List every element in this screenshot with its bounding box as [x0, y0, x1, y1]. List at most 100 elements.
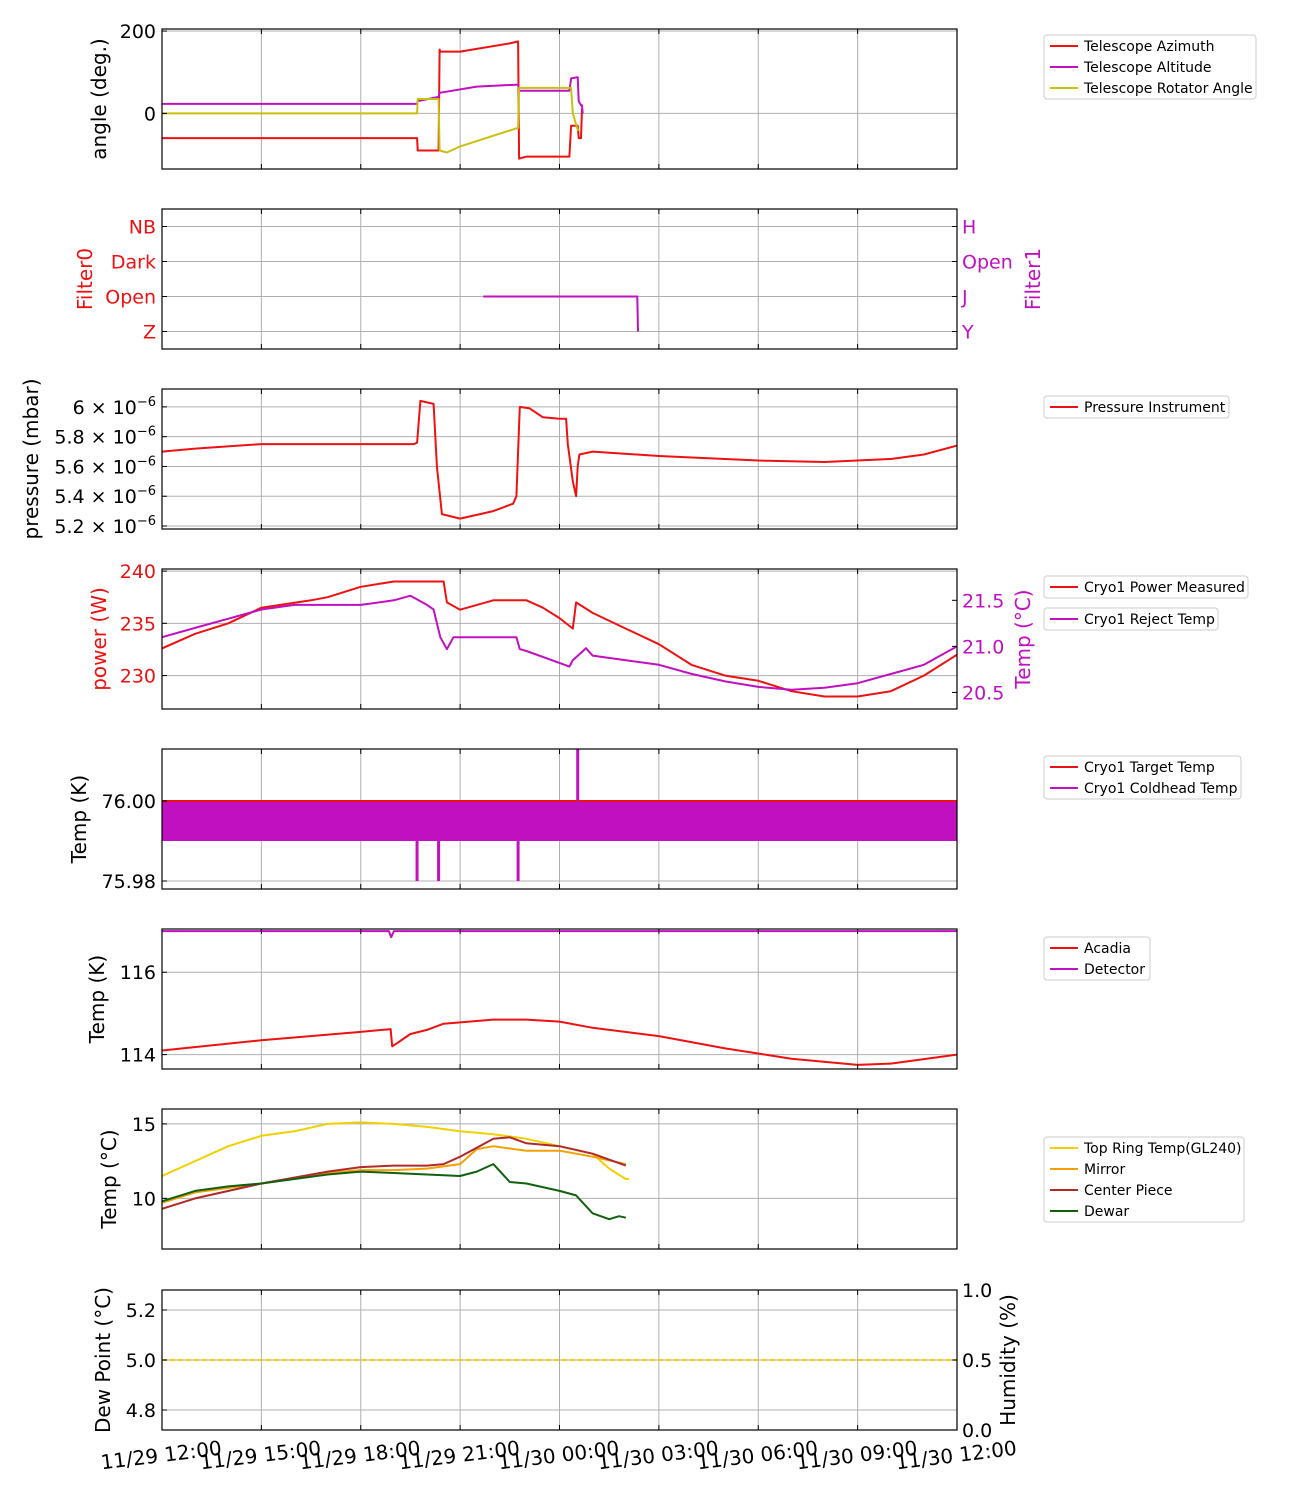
panel-telescope_temps: 10 15 Temp (°C) Top Ring Temp(GL240) Mirror C…	[97, 1108, 1245, 1250]
legend-label: Mirror	[1084, 1162, 1125, 1178]
legend-frame	[1043, 607, 1219, 631]
legend: Telescope Azimuth Telescope Altitude Teles…	[1043, 34, 1257, 100]
plot-area	[162, 580, 957, 698]
y-right-tick-label: H	[962, 217, 976, 239]
legend: Cryo1 Power Measured Cryo1 Reject Temp	[1043, 575, 1249, 631]
y-tick-label: 5.2 × 10−6	[54, 514, 156, 538]
panel-pressure: 5.2 × 10−6 5.4 × 10−6 5.6 × 10−6 5.8 × 10−6…	[19, 378, 1230, 540]
y-right-tick-label: 1.0	[962, 1280, 992, 1302]
legend-label: Top Ring Temp(GL240)	[1083, 1141, 1242, 1157]
gridlines	[161, 209, 958, 349]
y-tick-label: 114	[120, 1045, 156, 1067]
series-line-pressure-instrument	[162, 399, 957, 520]
panel-cryo_power: 230 235 240 20.5 21.0 21.5 power (W) Temp (°C) C…	[87, 561, 1249, 710]
legend-frame	[1043, 1136, 1245, 1223]
legend-label: Telescope Azimuth	[1083, 39, 1214, 55]
series-line-dewar	[162, 1163, 627, 1221]
legend-label: Cryo1 Reject Temp	[1084, 612, 1215, 628]
series-line-detector	[162, 930, 957, 939]
y-tick-label: 5.8 × 10−6	[54, 425, 156, 449]
plot-area	[162, 1121, 630, 1221]
y-tick-label: 6 × 10−6	[73, 395, 156, 419]
y-tick-label: 4.8	[126, 1400, 156, 1422]
legend-label: Telescope Altitude	[1083, 60, 1212, 76]
y-tick-label: Open	[105, 287, 156, 309]
y-tick-label: Dark	[111, 252, 156, 274]
legend: Top Ring Temp(GL240) Mirror Center Piece De…	[1043, 1136, 1245, 1223]
y-right-tick-label: 20.5	[962, 682, 1004, 704]
legend-label: Acadia	[1084, 941, 1131, 957]
series-line-cryo1-power-measured	[162, 580, 957, 698]
y-tick-label: 235	[120, 613, 156, 635]
legend-label: Cryo1 Coldhead Temp	[1084, 781, 1238, 797]
plot-area	[162, 930, 957, 1066]
y-tick-label: 200	[120, 21, 156, 43]
series-line-acadia	[162, 1018, 957, 1066]
legend-label: Center Piece	[1084, 1183, 1173, 1199]
coldhead-noise-band	[162, 801, 957, 841]
y-axis-label: Temp (°C)	[97, 1129, 121, 1229]
y-axis-label-right: Temp (°C)	[1011, 589, 1035, 689]
legend: Acadia Detector	[1043, 936, 1151, 981]
y-tick-label: 5.0	[126, 1350, 156, 1372]
series-line-cryo1-reject-temp	[162, 594, 957, 691]
y-axis-label: Filter0	[73, 248, 97, 310]
legend-label: Dewar	[1084, 1204, 1129, 1220]
y-axis-label: Dew Point (°C)	[91, 1287, 115, 1433]
legend-label: Telescope Rotator Angle	[1083, 81, 1253, 97]
legend: Cryo1 Target Temp Cryo1 Coldhead Temp	[1043, 755, 1242, 800]
y-tick-label: 5.4 × 10−6	[54, 484, 156, 508]
y-right-tick-label: 0.0	[962, 1420, 992, 1442]
y-tick-label: Z	[143, 322, 156, 344]
y-tick-label: 5.6 × 10−6	[54, 454, 156, 478]
y-tick-label: NB	[129, 217, 156, 239]
y-right-tick-label: 21.5	[962, 590, 1004, 612]
plot-area	[162, 749, 957, 881]
y-tick-label: 5.2	[126, 1300, 156, 1322]
plot-area	[162, 399, 957, 520]
y-tick-label: 15	[132, 1114, 156, 1136]
panel-dewpoint: 4.8 5.0 5.2 0.0 0.5 1.0 Dew Point (°C) Humidity…	[91, 1280, 1020, 1474]
y-tick-label: 230	[120, 666, 156, 688]
series-line-mirror	[162, 1145, 627, 1204]
gridlines	[161, 929, 958, 1069]
y-axis-label-right: Filter1	[1021, 248, 1045, 310]
y-axis-label: Temp (K)	[85, 955, 109, 1044]
panel-detector: 114 116 Temp (K) Acadia Detector	[85, 928, 1151, 1070]
plot-area	[162, 40, 584, 160]
y-axis-label: Temp (K)	[67, 775, 91, 864]
legend: Pressure Instrument	[1043, 395, 1230, 419]
y-tick-label: 10	[132, 1188, 156, 1210]
series-line-filter1	[483, 295, 639, 332]
y-tick-label: 75.98	[102, 871, 156, 893]
y-right-tick-label: Open	[962, 252, 1013, 274]
y-tick-label: 0	[144, 103, 156, 125]
panel-filter: Z Open Dark NB YJ Open H Filter0 Filter1	[73, 208, 1045, 350]
y-right-tick-label: 21.0	[962, 636, 1004, 658]
legend-label: Detector	[1084, 962, 1145, 978]
plot-area	[483, 295, 639, 332]
y-axis-label-right: Humidity (%)	[996, 1294, 1020, 1426]
series-line-telescope-rotator-angle	[162, 86, 580, 154]
y-right-tick-label: J	[961, 287, 968, 309]
legend-frame	[1043, 395, 1230, 419]
legend-label: Cryo1 Target Temp	[1084, 760, 1215, 776]
y-tick-label: 240	[120, 561, 156, 583]
y-axis-label: angle (deg.)	[87, 38, 111, 160]
y-axis-label: power (W)	[87, 587, 111, 691]
gridlines	[161, 29, 958, 169]
y-right-tick-label: Y	[961, 322, 974, 344]
legend-frame	[1043, 34, 1257, 100]
legend-label: Pressure Instrument	[1084, 400, 1226, 416]
legend-label: Cryo1 Power Measured	[1084, 580, 1245, 596]
gridlines	[161, 569, 958, 709]
y-axis-label: pressure (mbar)	[19, 378, 43, 539]
legend-frame	[1043, 755, 1242, 800]
y-tick-label: 116	[120, 962, 156, 984]
gridlines	[161, 389, 958, 529]
legend-frame	[1043, 575, 1249, 599]
y-right-tick-label: 0.5	[962, 1350, 992, 1372]
